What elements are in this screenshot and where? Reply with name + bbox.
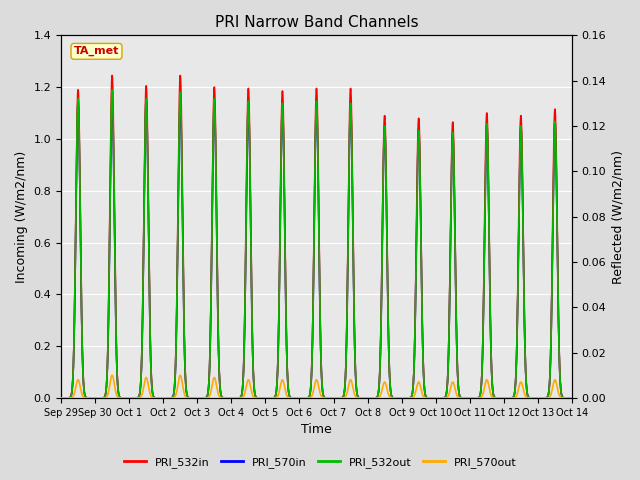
Title: PRI Narrow Band Channels: PRI Narrow Band Channels [214, 15, 419, 30]
Legend: PRI_532in, PRI_570in, PRI_532out, PRI_570out: PRI_532in, PRI_570in, PRI_532out, PRI_57… [119, 452, 521, 472]
Y-axis label: Reflected (W/m2/nm): Reflected (W/m2/nm) [612, 150, 625, 284]
Text: TA_met: TA_met [74, 46, 119, 57]
X-axis label: Time: Time [301, 423, 332, 436]
Y-axis label: Incoming (W/m2/nm): Incoming (W/m2/nm) [15, 151, 28, 283]
